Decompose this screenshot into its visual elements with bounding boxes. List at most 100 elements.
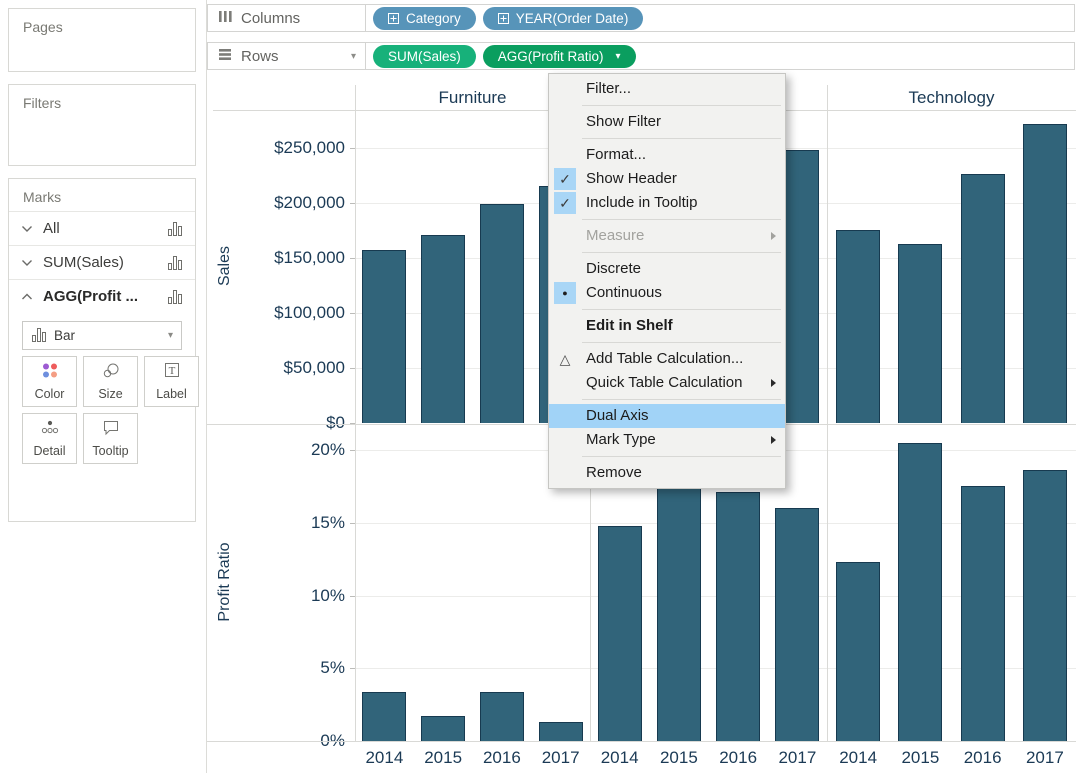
- menu-item-measure: Measure: [549, 224, 785, 248]
- bar-sales-2016[interactable]: [960, 174, 1005, 423]
- size-button[interactable]: Size: [83, 356, 138, 407]
- menu-item-label: Discrete: [586, 260, 642, 277]
- menu-item-mark-type[interactable]: Mark Type: [549, 428, 785, 452]
- pill-label: SUM(Sales): [388, 48, 461, 64]
- bar-profit-ratio-2017[interactable]: [1022, 470, 1067, 741]
- menu-item-label: Include in Tooltip: [586, 194, 698, 211]
- bar-profit-ratio-2015[interactable]: [656, 488, 701, 741]
- year-label: 2015: [424, 748, 463, 767]
- menu-separator: [582, 105, 781, 106]
- bar-sales-2016[interactable]: [479, 204, 524, 423]
- bar-sales-2014[interactable]: [836, 230, 881, 423]
- detail-icon: [40, 419, 60, 441]
- menu-item-label: Measure: [586, 227, 645, 244]
- checkmark-icon: ✓: [554, 192, 576, 214]
- chevron-up-icon[interactable]: [21, 293, 37, 301]
- menu-item-show-header[interactable]: ✓ Show Header: [549, 167, 785, 191]
- sidebar-divider: [206, 0, 207, 773]
- bar-profit-ratio-2017[interactable]: [538, 722, 583, 741]
- rows-shelf-icon: [218, 48, 232, 65]
- menu-item-quick-table-calculation[interactable]: Quick Table Calculation: [549, 371, 785, 395]
- bar-profit-ratio-2014[interactable]: [597, 526, 642, 741]
- tooltip-button[interactable]: Tooltip: [83, 413, 138, 464]
- menu-separator: [582, 252, 781, 253]
- svg-text:T: T: [168, 365, 175, 377]
- tick-mark: [350, 668, 355, 669]
- pill-label: AGG(Profit Ratio): [497, 48, 604, 64]
- bar-sales-2014[interactable]: [362, 250, 407, 423]
- tick-label: 10%: [310, 585, 345, 605]
- menu-item-remove[interactable]: Remove: [549, 461, 785, 485]
- pill-context-menu: Filter... Show Filter Format... ✓ Show Heade…: [548, 73, 786, 489]
- pill-sum-sales-[interactable]: SUM(Sales): [373, 44, 476, 68]
- chart-pane: [590, 425, 827, 741]
- bar-sales-2017[interactable]: [1022, 124, 1067, 423]
- bar-profit-ratio-2015[interactable]: [421, 716, 466, 741]
- pill-label: Category: [406, 10, 461, 26]
- gridline: [827, 522, 1076, 524]
- bar-profit-ratio-2015[interactable]: [898, 443, 943, 741]
- expand-grid-icon[interactable]: [388, 12, 399, 24]
- pane-divider: [827, 85, 828, 741]
- mark-type-label: Bar: [54, 328, 76, 343]
- chevron-down-icon[interactable]: [21, 225, 37, 233]
- menu-item-add-table-calculation[interactable]: △ Add Table Calculation...: [549, 347, 785, 371]
- tick-label: 5%: [320, 658, 345, 678]
- year-label: 2016: [482, 748, 521, 767]
- expand-grid-icon[interactable]: [497, 12, 509, 24]
- menu-item-filter[interactable]: Filter...: [549, 77, 785, 101]
- mark-type-dropdown[interactable]: Bar ▾: [22, 321, 182, 350]
- bar-profit-ratio-2014[interactable]: [836, 562, 881, 741]
- pane-header-technology: Technology: [908, 87, 995, 107]
- bar-profit-ratio-2016[interactable]: [479, 692, 524, 741]
- bar-profit-ratio-2014[interactable]: [362, 692, 407, 741]
- marks-card-all[interactable]: All: [9, 211, 195, 245]
- year-label: 2014: [365, 748, 404, 767]
- gridline: [590, 522, 827, 524]
- menu-item-include-in-tooltip[interactable]: ✓ Include in Tooltip: [549, 191, 785, 215]
- gridline: [827, 595, 1076, 597]
- pill-year-order-date-[interactable]: YEAR(Order Date): [482, 6, 644, 30]
- color-button[interactable]: Color: [22, 356, 77, 407]
- menu-item-dual-axis[interactable]: Dual Axis: [549, 404, 785, 428]
- gridline: [827, 147, 1076, 149]
- bar-profit-ratio-2016[interactable]: [960, 486, 1005, 741]
- axis-title-sales: Sales: [216, 245, 233, 286]
- bar-sales-2015[interactable]: [898, 244, 943, 423]
- filters-shelf[interactable]: Filters: [8, 84, 196, 166]
- rows-shelf-caret-icon[interactable]: ▾: [350, 50, 356, 62]
- bar-sales-2015[interactable]: [421, 235, 466, 423]
- menu-item-show-filter[interactable]: Show Filter: [549, 110, 785, 134]
- gridline: [355, 312, 590, 314]
- menu-item-format[interactable]: Format...: [549, 143, 785, 167]
- pill-caret-icon[interactable]: ▾: [615, 50, 621, 62]
- marks-card-label: All: [43, 220, 60, 237]
- menu-separator: [582, 309, 781, 310]
- tick-mark: [350, 258, 355, 259]
- marks-card-sum-sales-[interactable]: SUM(Sales): [9, 245, 195, 279]
- menu-item-discrete[interactable]: Discrete: [549, 257, 785, 281]
- tick-mark: [350, 450, 355, 451]
- menu-item-edit-in-shelf[interactable]: Edit in Shelf: [549, 314, 785, 338]
- columns-shelf-label: Columns: [241, 9, 301, 27]
- label-button[interactable]: T Label: [144, 356, 199, 407]
- radio-dot-icon: ●: [554, 282, 576, 304]
- tick-label: $0: [326, 413, 345, 432]
- tick-label: 0%: [320, 731, 345, 750]
- columns-shelf[interactable]: Columns Category YEAR(Order Date): [207, 4, 1075, 32]
- pages-shelf[interactable]: Pages: [8, 8, 196, 72]
- gridline: [827, 367, 1076, 369]
- tooltip-icon: [101, 419, 121, 441]
- pill-category[interactable]: Category: [373, 6, 476, 30]
- year-label: 2017: [541, 748, 580, 767]
- menu-item-label: Show Header: [586, 170, 677, 187]
- marks-card-agg-profit-[interactable]: AGG(Profit ...: [9, 279, 195, 313]
- bar-profit-ratio-2016[interactable]: [716, 492, 761, 741]
- pill-label: YEAR(Order Date): [515, 10, 629, 26]
- rows-shelf[interactable]: Rows ▾ SUM(Sales) AGG(Profit Ratio) ▾: [207, 42, 1075, 70]
- menu-item-continuous[interactable]: ● Continuous: [549, 281, 785, 305]
- detail-button[interactable]: Detail: [22, 413, 77, 464]
- pill-agg-profit-ratio-[interactable]: AGG(Profit Ratio) ▾: [482, 44, 636, 68]
- bar-profit-ratio-2017[interactable]: [775, 508, 820, 741]
- chevron-down-icon[interactable]: [21, 259, 37, 267]
